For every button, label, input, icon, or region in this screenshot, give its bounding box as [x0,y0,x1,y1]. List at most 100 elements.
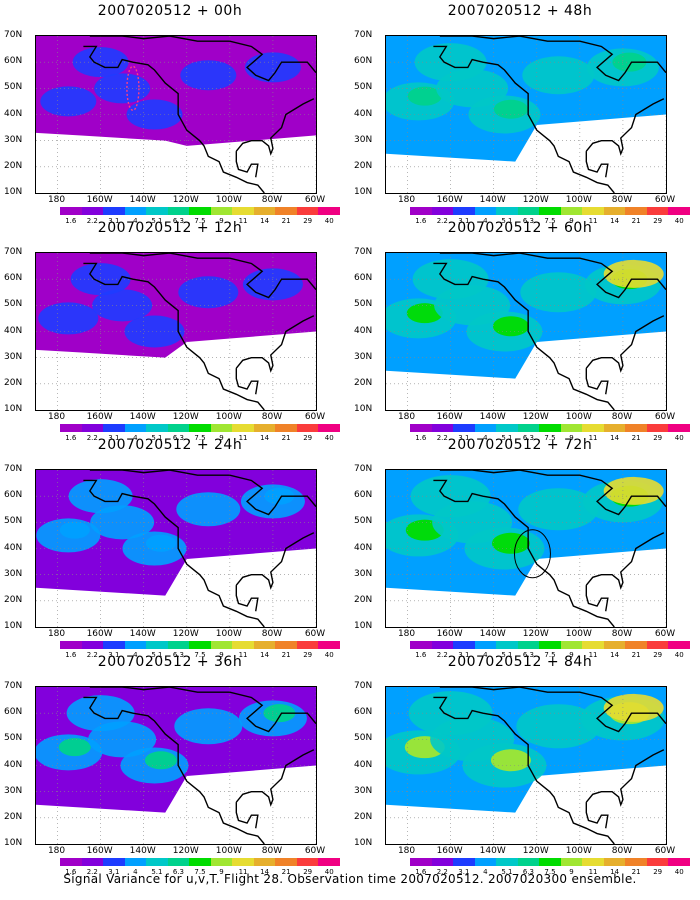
colorbar-swatch [496,641,518,649]
panel-title: 2007020512 + 84h [447,654,593,670]
colorbar-swatch [60,424,82,432]
variance-map [35,469,317,628]
lon-tick-label: 60W [654,846,676,856]
colorbar-swatch [296,207,319,215]
lat-tick-label: 10N [354,621,373,631]
colorbar [410,424,690,432]
variance-peak [603,476,664,505]
colorbar-label: 2.2 [436,868,448,876]
colorbar-swatch [318,207,340,215]
map-panel: 2007020512 + 84h 70N 60N 50N 40N 30N 20N 10N 180… [354,654,690,876]
colorbar-swatch [474,641,497,649]
lon-tick-label: 60W [304,195,326,205]
figure-caption: Signal Variance for u,v,T. Flight 28. Ob… [63,872,637,886]
map-panel: 2007020512 + 48h 70N 60N 50N 40N 30N 20N 10N 180… [354,3,690,225]
colorbar-label: 6.3 [522,434,535,442]
colorbar-label: 9 [219,217,224,225]
colorbar-swatch [60,858,82,866]
colorbar-label: 5.1 [151,434,163,442]
lat-tick-label: 70N [354,30,373,40]
colorbar-label: 29 [653,217,663,225]
colorbar [60,858,340,866]
colorbar-swatch [582,424,604,432]
lon-tick-label: 100W [565,412,592,422]
lat-tick-label: 40N [4,108,23,119]
colorbar-label: 6.3 [522,217,535,225]
colorbar-swatch [275,424,297,432]
colorbar-label: 2.2 [86,651,98,659]
colorbar-label: 2.2 [436,217,448,225]
lat-tick-label: 50N [4,516,23,527]
lat-tick-label: 40N [4,759,23,770]
colorbar-label: 29 [303,217,313,225]
colorbar-swatch [496,858,518,866]
lon-tick-label: 80W [611,629,633,639]
lat-tick-label: 30N [354,351,373,362]
colorbar-swatch [60,207,82,215]
lon-tick-label: 140W [129,846,156,856]
colorbar-swatch [668,641,690,649]
colorbar-label: 2.2 [86,434,98,442]
colorbar-swatch [296,641,319,649]
lon-tick-label: 60W [304,629,326,639]
colorbar-label: 6.3 [522,868,535,876]
colorbar-swatch [60,641,82,649]
colorbar-swatch [210,641,233,649]
lon-tick-label: 100W [565,629,592,639]
colorbar-label: 21 [281,868,291,876]
colorbar-swatch [453,424,475,432]
lat-tick-label: 10N [354,187,373,197]
lat-tick-label: 60N [354,707,373,718]
colorbar-label: 5.1 [501,868,513,876]
variance-region [180,60,237,91]
variance-peak [406,303,443,324]
colorbar-label: 4 [133,651,138,659]
variance-region [124,315,185,348]
colorbar-swatch [232,424,254,432]
map-panel: 2007020512 + 24h 70N 60N 50N 40N 30N 20N 10N 180… [4,437,340,659]
colorbar-swatch [603,207,626,215]
colorbar-label: 40 [324,651,334,659]
lat-tick-label: 20N [4,160,23,171]
colorbar-label: 6.3 [172,434,185,442]
colorbar-label: 4 [483,651,488,659]
map-canvas [36,36,316,193]
colorbar-label: 7.5 [544,434,556,442]
colorbar-label: 14 [610,434,620,442]
colorbar-label: 3.1 [458,651,470,659]
lon-tick-label: 80W [261,629,283,639]
colorbar-swatch [410,207,432,215]
variance-peak [490,749,531,772]
colorbar-label: 4 [483,434,488,442]
lat-tick-label: 20N [354,811,373,822]
lon-tick-label: 160W [436,195,463,205]
lat-tick-label: 10N [4,187,23,197]
lon-tick-label: 160W [436,629,463,639]
colorbar-label: 21 [631,217,641,225]
colorbar-label: 7.5 [544,651,556,659]
panel-title: 2007020512 + 24h [97,437,243,453]
colorbar-swatch [124,424,147,432]
lon-tick-label: 60W [304,846,326,856]
colorbar-swatch [474,424,497,432]
colorbar-swatch [582,858,604,866]
colorbar-swatch [560,858,583,866]
lon-tick-label: 60W [304,412,326,422]
colorbar-label: 4 [133,217,138,225]
map-canvas [36,687,316,844]
lat-tick-label: 50N [354,516,373,527]
colorbar-label: 4 [483,217,488,225]
colorbar [410,207,690,215]
lon-tick-label: 80W [261,195,283,205]
lat-tick-label: 40N [4,542,23,553]
lon-tick-label: 180 [47,412,66,422]
colorbar-label: 5.1 [151,217,163,225]
lat-tick-label: 30N [4,785,23,796]
map-panel: 2007020512 + 36h 70N 60N 50N 40N 30N 20N 10N 180… [4,654,340,876]
lat-tick-label: 50N [4,82,23,93]
colorbar-swatch [453,858,475,866]
variance-map [35,686,317,845]
colorbar-swatch [668,858,690,866]
lat-tick-label: 60N [4,56,23,67]
lon-tick-label: 160W [436,846,463,856]
